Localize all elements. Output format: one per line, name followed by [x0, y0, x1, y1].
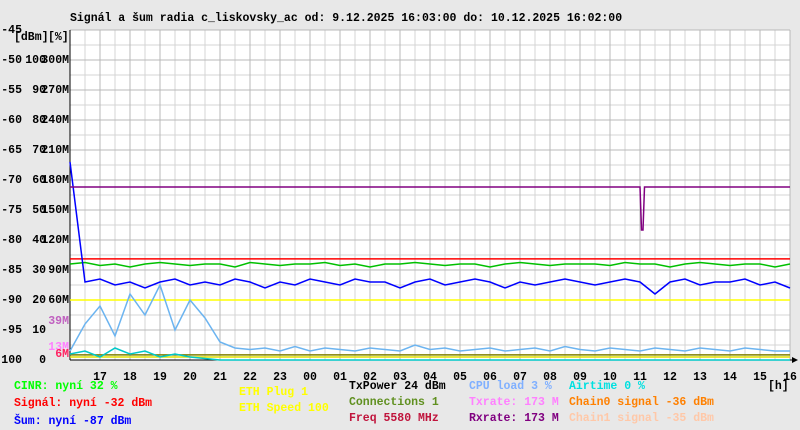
axis-arrow — [792, 357, 798, 363]
legend-entry: ETH Plug 1 — [239, 386, 308, 399]
series-line — [69, 347, 790, 361]
x-tick-label: 08 — [543, 371, 557, 384]
y-tick-label: 240M — [41, 114, 69, 127]
y-tick-label: -50 — [1, 54, 22, 67]
y-tick-label: 0 — [39, 354, 46, 367]
x-tick-label: 21 — [213, 371, 227, 384]
y-tick-label: 50 — [32, 204, 46, 217]
x-tick-label: 17 — [93, 371, 107, 384]
x-tick-label: 05 — [453, 371, 467, 384]
y-tick-label: -70 — [1, 174, 22, 187]
x-tick-label: 00 — [303, 371, 317, 384]
x-tick-label: 04 — [423, 371, 437, 384]
y-tick-label: 270M — [41, 84, 69, 97]
y-tick-label: -55 — [1, 84, 22, 97]
y-tick-label: 180M — [41, 174, 69, 187]
y-tick-label: 90 — [32, 84, 46, 97]
x-tick-label: 01 — [333, 371, 347, 384]
legend-entry: Freq 5580 MHz — [349, 412, 439, 425]
value-marker: 39M — [48, 315, 69, 328]
value-marker: 6M — [55, 348, 69, 361]
y-tick-label: -65 — [1, 144, 22, 157]
y-tick-label: -80 — [1, 234, 22, 247]
y-tick-label: -45 — [1, 24, 22, 37]
x-tick-label: 06 — [483, 371, 497, 384]
y-tick-label: 60 — [32, 174, 46, 187]
x-tick-label: 23 — [273, 371, 287, 384]
axis-unit: [%] — [48, 31, 69, 44]
series-line — [69, 161, 791, 295]
legend-entry: Txrate: 173 M — [469, 396, 559, 409]
legend-entry: Šum: nyní -87 dBm — [14, 414, 131, 428]
legend-entry: Chain1 signal -35 dBm — [569, 412, 714, 425]
legend-entry: Rxrate: 173 M — [469, 412, 559, 425]
y-tick-label: 90M — [48, 264, 69, 277]
series-line — [70, 186, 790, 231]
y-tick-label: 80 — [32, 114, 46, 127]
x-tick-label: 09 — [573, 371, 587, 384]
y-tick-label: 100 — [25, 54, 46, 67]
series-line — [69, 261, 791, 268]
legend-entry: ETH Speed 100 — [239, 402, 329, 415]
y-tick-label: -75 — [1, 204, 22, 217]
y-tick-label: 10 — [32, 324, 46, 337]
y-tick-label: 150M — [41, 204, 69, 217]
x-tick-label: 07 — [513, 371, 527, 384]
legend-entry: CINR: nyní 32 % — [14, 380, 118, 393]
y-tick-label: -95 — [1, 324, 22, 337]
chart-title: Signál a šum radia c_liskovsky_ac od: 9.… — [70, 12, 622, 25]
value-marker: 13M — [48, 341, 69, 354]
x-tick-label: 18 — [123, 371, 137, 384]
legend-entry: Airtime 0 % — [569, 380, 645, 393]
y-tick-label: 70 — [32, 144, 46, 157]
y-tick-label: 40 — [32, 234, 46, 247]
x-tick-label: 12 — [663, 371, 677, 384]
y-tick-label: -85 — [1, 264, 22, 277]
legend-entry: TxPower 24 dBm — [349, 380, 446, 393]
legend-entry: Chain0 signal -36 dBm — [569, 396, 714, 409]
x-tick-label: 16 — [783, 371, 797, 384]
y-tick-label: 60M — [48, 294, 69, 307]
x-tick-label: 02 — [363, 371, 377, 384]
x-tick-label: 10 — [603, 371, 617, 384]
y-tick-label: 20 — [32, 294, 46, 307]
legend-entry: Connections 1 — [349, 396, 439, 409]
y-tick-label: 120M — [41, 234, 69, 247]
y-tick-label: -90 — [1, 294, 22, 307]
legend-entry: Signál: nyní -32 dBm — [14, 397, 152, 410]
x-tick-label: 03 — [393, 371, 407, 384]
y-tick-label: -60 — [1, 114, 22, 127]
x-tick-label: 22 — [243, 371, 257, 384]
y-tick-label: -100 — [0, 354, 22, 367]
legend-entry: CPU load 3 % — [469, 380, 552, 393]
y-tick-label: 30 — [32, 264, 46, 277]
x-tick-label: 15 — [753, 371, 767, 384]
y-tick-label: 210M — [41, 144, 69, 157]
x-tick-label: 11 — [633, 371, 647, 384]
x-tick-label: 20 — [183, 371, 197, 384]
x-tick-label: 19 — [153, 371, 167, 384]
y-tick-label: 300M — [41, 54, 69, 67]
axis-unit: [dBm] — [14, 31, 49, 44]
x-tick-label: 13 — [693, 371, 707, 384]
series-line — [69, 283, 790, 352]
x-tick-label: 14 — [723, 371, 737, 384]
x-unit: [h] — [768, 380, 789, 393]
